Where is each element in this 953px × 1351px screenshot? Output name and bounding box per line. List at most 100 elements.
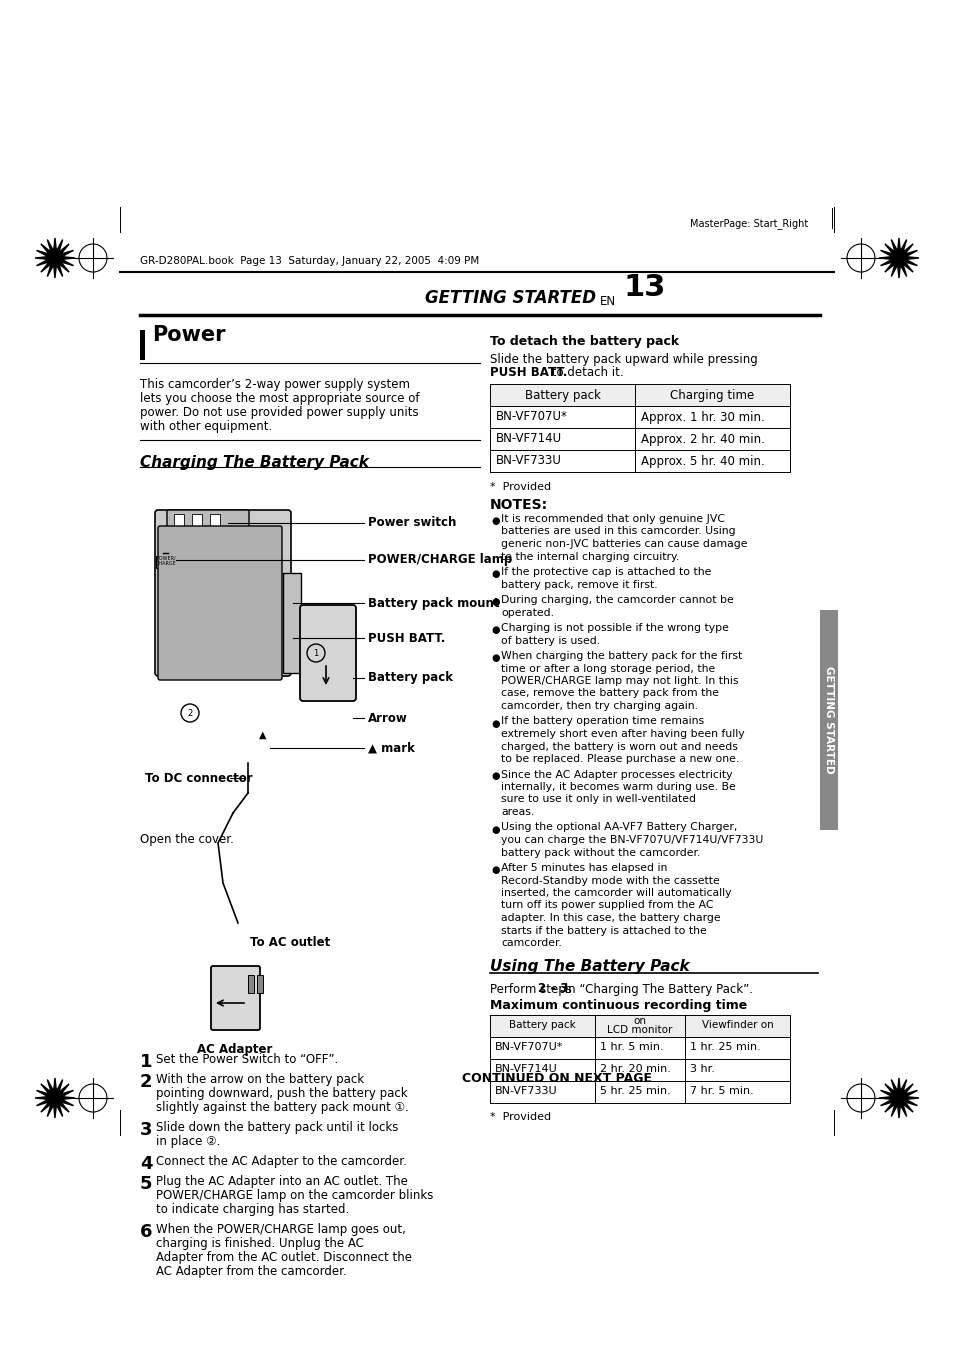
Text: ▲: ▲ [259, 730, 267, 740]
Text: 1 hr. 25 min.: 1 hr. 25 min. [689, 1043, 760, 1052]
Text: internally, it becomes warm during use. Be: internally, it becomes warm during use. … [500, 782, 735, 792]
Text: Open the cover.: Open the cover. [140, 834, 233, 846]
Text: GETTING STARTED: GETTING STARTED [823, 666, 833, 774]
Text: in “Charging The Battery Pack”.: in “Charging The Battery Pack”. [560, 982, 752, 996]
Text: Plug the AC Adapter into an AC outlet. The: Plug the AC Adapter into an AC outlet. T… [156, 1175, 408, 1188]
Text: ●: ● [491, 719, 499, 728]
Text: This camcorder’s 2-way power supply system: This camcorder’s 2-way power supply syst… [140, 378, 410, 390]
Text: Battery pack mount: Battery pack mount [368, 597, 499, 609]
Bar [192, 513, 202, 528]
Bar [256, 975, 263, 993]
Bar [210, 513, 220, 528]
Text: ●: ● [491, 516, 499, 526]
Text: of battery is used.: of battery is used. [500, 635, 599, 646]
Text: operated.: operated. [500, 608, 554, 617]
Text: 1: 1 [140, 1052, 152, 1071]
Text: to detach it.: to detach it. [547, 366, 623, 380]
Text: 1 hr. 5 min.: 1 hr. 5 min. [599, 1043, 663, 1052]
Text: 2 – 3: 2 – 3 [537, 982, 568, 996]
Text: generic non-JVC batteries can cause damage: generic non-JVC batteries can cause dama… [500, 539, 747, 549]
Text: 3 hr.: 3 hr. [689, 1065, 714, 1074]
Text: With the arrow on the battery pack: With the arrow on the battery pack [156, 1073, 364, 1086]
Text: If the protective cap is attached to the: If the protective cap is attached to the [500, 567, 711, 577]
Text: Record-Standby mode with the cassette: Record-Standby mode with the cassette [500, 875, 719, 885]
Text: Charging is not possible if the wrong type: Charging is not possible if the wrong ty… [500, 623, 728, 634]
Text: slightly against the battery pack mount ①.: slightly against the battery pack mount … [156, 1101, 409, 1115]
Text: Set the Power Switch to “OFF”.: Set the Power Switch to “OFF”. [156, 1052, 338, 1066]
Text: sure to use it only in well-ventilated: sure to use it only in well-ventilated [500, 794, 696, 804]
Text: ●: ● [491, 771, 499, 781]
Text: ●: ● [491, 597, 499, 607]
Text: 13: 13 [623, 273, 666, 303]
Text: charged, the battery is worn out and needs: charged, the battery is worn out and nee… [500, 742, 737, 751]
Text: extremely short even after having been fully: extremely short even after having been f… [500, 730, 744, 739]
Text: batteries are used in this camcorder. Using: batteries are used in this camcorder. Us… [500, 527, 735, 536]
Text: to indicate charging has started.: to indicate charging has started. [156, 1202, 349, 1216]
Text: 1: 1 [313, 648, 318, 658]
Text: Approx. 1 hr. 30 min.: Approx. 1 hr. 30 min. [640, 411, 764, 423]
Text: If the battery operation time remains: If the battery operation time remains [500, 716, 703, 727]
Text: camcorder.: camcorder. [500, 938, 561, 948]
Text: To DC connector: To DC connector [145, 771, 253, 785]
Bar [140, 330, 145, 359]
Polygon shape [878, 238, 918, 278]
Text: *  Provided: * Provided [490, 1112, 551, 1123]
Text: Battery pack: Battery pack [524, 389, 599, 401]
Text: ●: ● [491, 626, 499, 635]
Bar [248, 975, 253, 993]
Text: in place ②.: in place ②. [156, 1135, 220, 1148]
Text: case, remove the battery pack from the: case, remove the battery pack from the [500, 689, 719, 698]
Text: PUSH BATT.: PUSH BATT. [490, 366, 567, 380]
Text: CONTINUED ON NEXT PAGE: CONTINUED ON NEXT PAGE [461, 1071, 651, 1085]
Text: 2 hr. 20 min.: 2 hr. 20 min. [599, 1065, 670, 1074]
Text: Power: Power [152, 326, 225, 345]
Bar [490, 384, 789, 407]
Text: Approx. 5 hr. 40 min.: Approx. 5 hr. 40 min. [640, 454, 764, 467]
FancyBboxPatch shape [211, 966, 260, 1029]
Text: Adapter from the AC outlet. Disconnect the: Adapter from the AC outlet. Disconnect t… [156, 1251, 412, 1265]
Polygon shape [35, 1078, 75, 1119]
Text: to the internal charging circuitry.: to the internal charging circuitry. [500, 551, 679, 562]
Bar [820, 611, 837, 830]
Text: POWER/
CHARGE: POWER/ CHARGE [155, 555, 176, 566]
Text: Approx. 2 hr. 40 min.: Approx. 2 hr. 40 min. [640, 432, 764, 446]
Text: turn off its power supplied from the AC: turn off its power supplied from the AC [500, 901, 713, 911]
Text: battery pack, remove it first.: battery pack, remove it first. [500, 580, 657, 589]
Text: Charging time: Charging time [670, 389, 754, 401]
Text: EN: EN [599, 295, 616, 308]
Text: AC Adapter from the camcorder.: AC Adapter from the camcorder. [156, 1265, 346, 1278]
Text: time or after a long storage period, the: time or after a long storage period, the [500, 663, 715, 674]
FancyBboxPatch shape [167, 509, 249, 534]
Text: ●: ● [491, 865, 499, 875]
Text: To detach the battery pack: To detach the battery pack [490, 335, 679, 349]
Text: BN-VF714U: BN-VF714U [496, 432, 561, 446]
Text: 2: 2 [140, 1073, 152, 1092]
Text: *  Provided: * Provided [490, 482, 551, 492]
Text: PUSH BATT.: PUSH BATT. [368, 631, 445, 644]
Text: Battery pack: Battery pack [368, 671, 453, 685]
Text: battery pack without the camcorder.: battery pack without the camcorder. [500, 847, 700, 858]
Bar [283, 573, 301, 673]
Text: BN-VF733U: BN-VF733U [495, 1086, 558, 1097]
Text: POWER/CHARGE lamp may not light. In this: POWER/CHARGE lamp may not light. In this [500, 676, 738, 686]
Text: you can charge the BN-VF707U/VF714U/VF733U: you can charge the BN-VF707U/VF714U/VF73… [500, 835, 762, 844]
Text: When the POWER/CHARGE lamp goes out,: When the POWER/CHARGE lamp goes out, [156, 1223, 405, 1236]
Text: MasterPage: Start_Right: MasterPage: Start_Right [689, 218, 807, 228]
Text: Arrow: Arrow [368, 712, 407, 724]
Polygon shape [35, 238, 75, 278]
Text: POWER/CHARGE lamp on the camcorder blinks: POWER/CHARGE lamp on the camcorder blink… [156, 1189, 433, 1202]
Text: ●: ● [491, 569, 499, 580]
Text: ●: ● [491, 653, 499, 663]
Text: After 5 minutes has elapsed in: After 5 minutes has elapsed in [500, 863, 667, 873]
Text: Slide down the battery pack until it locks: Slide down the battery pack until it loc… [156, 1121, 398, 1133]
Text: with other equipment.: with other equipment. [140, 420, 272, 434]
FancyBboxPatch shape [299, 605, 355, 701]
Text: charging is finished. Unplug the AC: charging is finished. Unplug the AC [156, 1238, 363, 1250]
Text: camcorder, then try charging again.: camcorder, then try charging again. [500, 701, 698, 711]
Text: Using the optional AA-VF7 Battery Charger,: Using the optional AA-VF7 Battery Charge… [500, 823, 737, 832]
Text: Since the AC Adapter processes electricity: Since the AC Adapter processes electrici… [500, 770, 732, 780]
Text: 4: 4 [140, 1155, 152, 1173]
Text: Connect the AC Adapter to the camcorder.: Connect the AC Adapter to the camcorder. [156, 1155, 406, 1169]
Text: starts if the battery is attached to the: starts if the battery is attached to the [500, 925, 706, 935]
Text: ▲ mark: ▲ mark [368, 742, 415, 754]
